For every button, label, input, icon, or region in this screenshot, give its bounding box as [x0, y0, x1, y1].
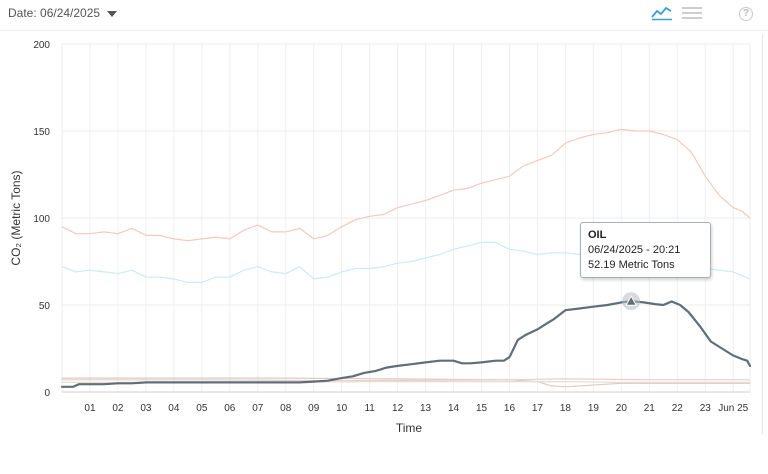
y-tick-label: 0 — [44, 388, 50, 399]
chart-series — [60, 128, 752, 388]
hamburger-menu-icon[interactable] — [681, 5, 703, 26]
series-line-total — [61, 128, 751, 242]
y-tick-label: 150 — [33, 127, 50, 138]
x-tick-label: 19 — [588, 403, 600, 414]
x-axis-ticks: 01 02 03 04 05 06 07 08 09 10 11 12 13 14 15 16 17 18 19 20… — [84, 403, 748, 414]
x-tick-label: 04 — [168, 403, 180, 414]
tooltip-series-name: OIL — [588, 229, 607, 241]
x-tick-label: 15 — [476, 403, 488, 414]
x-tick-label: 01 — [84, 403, 96, 414]
series-line-low3 — [61, 378, 751, 382]
x-tick-label: Jun 25 — [718, 403, 748, 414]
y-axis-title: CO₂ (Metric Tons) — [9, 170, 23, 265]
x-tick-label: 17 — [532, 403, 544, 414]
x-tick-label: 06 — [224, 403, 236, 414]
x-tick-label: 23 — [700, 403, 712, 414]
scrollbar-track — [762, 34, 763, 434]
chart-grid — [61, 43, 751, 393]
series-line-low1 — [61, 377, 751, 388]
x-tick-label: 10 — [336, 403, 348, 414]
x-tick-label: 08 — [280, 403, 292, 414]
line-chart-icon[interactable] — [651, 5, 673, 26]
date-label: Date: 06/24/2025 — [8, 6, 101, 20]
x-tick-label: 12 — [392, 403, 404, 414]
y-tick-label: 200 — [33, 40, 50, 51]
x-tick-label: 14 — [448, 403, 460, 414]
x-tick-label: 22 — [672, 403, 684, 414]
x-tick-label: 07 — [252, 403, 264, 414]
date-dropdown[interactable]: Date: 06/24/2025 — [8, 6, 118, 20]
x-tick-label: 18 — [560, 403, 572, 414]
tooltip-datetime: 06/24/2025 - 20:21 — [588, 244, 681, 256]
hover-marker — [622, 292, 641, 311]
x-tick-label: 16 — [504, 403, 516, 414]
x-axis-title: Time — [396, 421, 423, 435]
x-tick-label: 02 — [112, 403, 124, 414]
x-tick-label: 11 — [364, 403, 375, 414]
y-axis-ticks: 0 50 100 150 200 — [33, 40, 50, 399]
series-line-oil — [60, 300, 752, 388]
y-tick-label: 100 — [33, 214, 50, 225]
y-tick-label: 50 — [39, 301, 51, 312]
data-tooltip: OIL 06/24/2025 - 20:21 52.19 Metric Tons — [580, 222, 711, 278]
x-tick-label: 13 — [420, 403, 432, 414]
hover-point — [625, 295, 637, 306]
x-tick-label: 20 — [616, 403, 628, 414]
tooltip-value: 52.19 Metric Tons — [588, 259, 675, 271]
x-tick-label: 03 — [140, 403, 152, 414]
x-tick-label: 09 — [308, 403, 320, 414]
caret-down-icon — [107, 10, 118, 17]
toolbar: Date: 06/24/2025 ? — [0, 0, 768, 31]
help-icon[interactable]: ? — [739, 7, 753, 21]
x-tick-label: 05 — [196, 403, 208, 414]
x-tick-label: 21 — [644, 403, 656, 414]
